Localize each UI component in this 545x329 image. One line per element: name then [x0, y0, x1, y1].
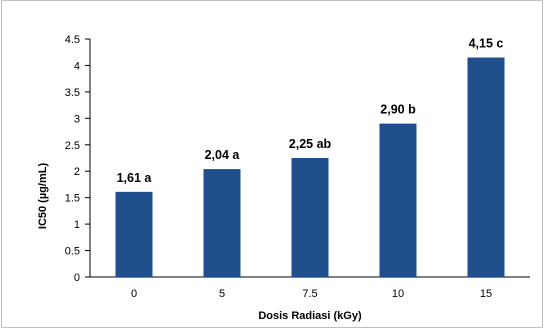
x-axis-title: Dosis Radiasi (kGy): [258, 310, 362, 322]
data-label: 2,25 ab: [289, 137, 332, 151]
bar: [115, 191, 153, 277]
bar: [291, 158, 329, 277]
y-axis: 0 0.5 1 1.5 2 2.5 3 3.5 4 4.5: [65, 34, 91, 284]
y-tick-label: 2: [74, 166, 80, 178]
x-tick-label: 7.5: [302, 288, 317, 300]
y-tick-label: 1.5: [65, 193, 80, 205]
data-label: 2,90 b: [380, 103, 416, 117]
bar: [467, 57, 505, 278]
y-tick-label: 4.5: [65, 34, 80, 46]
y-axis-title: IC50 (µg/mL): [37, 163, 49, 230]
y-tick-label: 3: [74, 113, 80, 125]
data-label: 4,15 c: [469, 37, 504, 51]
bar: [379, 123, 417, 277]
y-tick-label: 1: [74, 219, 80, 231]
x-tick-label: 0: [131, 288, 137, 300]
x-tick-label: 15: [480, 288, 492, 300]
y-tick-label: 4: [74, 60, 80, 72]
y-tick-label: 3.5: [65, 87, 80, 99]
x-tick-label: 5: [219, 288, 225, 300]
y-tick-label: 2.5: [65, 140, 80, 152]
data-label: 1,61 a: [117, 171, 153, 185]
bar: [203, 169, 241, 277]
x-tick-label: 10: [392, 288, 404, 300]
bar-series: [115, 57, 505, 278]
data-label: 2,04 a: [205, 148, 241, 162]
y-tick-label: 0: [74, 272, 80, 284]
data-labels: 1,61 a 2,04 a 2,25 ab 2,90 b 4,15 c: [117, 37, 504, 185]
y-tick-label: 0.5: [65, 246, 80, 258]
